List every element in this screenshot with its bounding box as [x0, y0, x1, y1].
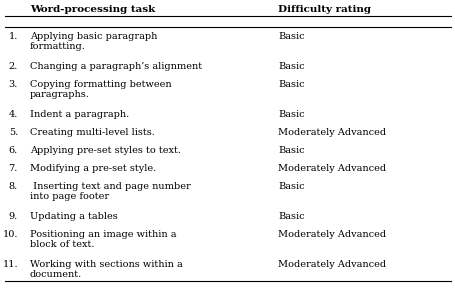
Text: Positioning an image within a
block of text.: Positioning an image within a block of t…: [30, 230, 176, 249]
Text: 4.: 4.: [9, 110, 18, 119]
Text: Basic: Basic: [278, 110, 304, 119]
Text: 11.: 11.: [2, 260, 18, 269]
Text: Basic: Basic: [278, 80, 304, 89]
Text: 3.: 3.: [9, 80, 18, 89]
Text: 5.: 5.: [9, 128, 18, 137]
Text: Copying formatting between
paragraphs.: Copying formatting between paragraphs.: [30, 80, 171, 99]
Text: Creating multi-level lists.: Creating multi-level lists.: [30, 128, 155, 137]
Text: Applying basic paragraph
formatting.: Applying basic paragraph formatting.: [30, 32, 157, 51]
Text: 10.: 10.: [2, 230, 18, 239]
Text: Moderately Advanced: Moderately Advanced: [278, 164, 385, 173]
Text: Moderately Advanced: Moderately Advanced: [278, 230, 385, 239]
Text: Changing a paragraph’s alignment: Changing a paragraph’s alignment: [30, 62, 202, 71]
Text: Difficulty rating: Difficulty rating: [278, 5, 370, 14]
Text: Moderately Advanced: Moderately Advanced: [278, 260, 385, 269]
Text: Moderately Advanced: Moderately Advanced: [278, 128, 385, 137]
Text: Basic: Basic: [278, 182, 304, 191]
Text: Word-processing task: Word-processing task: [30, 5, 155, 14]
Text: 9.: 9.: [9, 212, 18, 221]
Text: 1.: 1.: [9, 32, 18, 41]
Text: 2.: 2.: [9, 62, 18, 71]
Text: Updating a tables: Updating a tables: [30, 212, 117, 221]
Text: Indent a paragraph.: Indent a paragraph.: [30, 110, 129, 119]
Text: Basic: Basic: [278, 146, 304, 155]
Text: 8.: 8.: [9, 182, 18, 191]
Text: 7.: 7.: [9, 164, 18, 173]
Text: 6.: 6.: [9, 146, 18, 155]
Text: Basic: Basic: [278, 62, 304, 71]
Text: Applying pre-set styles to text.: Applying pre-set styles to text.: [30, 146, 181, 155]
Text: Modifying a pre-set style.: Modifying a pre-set style.: [30, 164, 156, 173]
Text: Inserting text and page number
into page footer: Inserting text and page number into page…: [30, 182, 190, 201]
Text: Working with sections within a
document.: Working with sections within a document.: [30, 260, 182, 279]
Text: Basic: Basic: [278, 32, 304, 41]
Text: Basic: Basic: [278, 212, 304, 221]
